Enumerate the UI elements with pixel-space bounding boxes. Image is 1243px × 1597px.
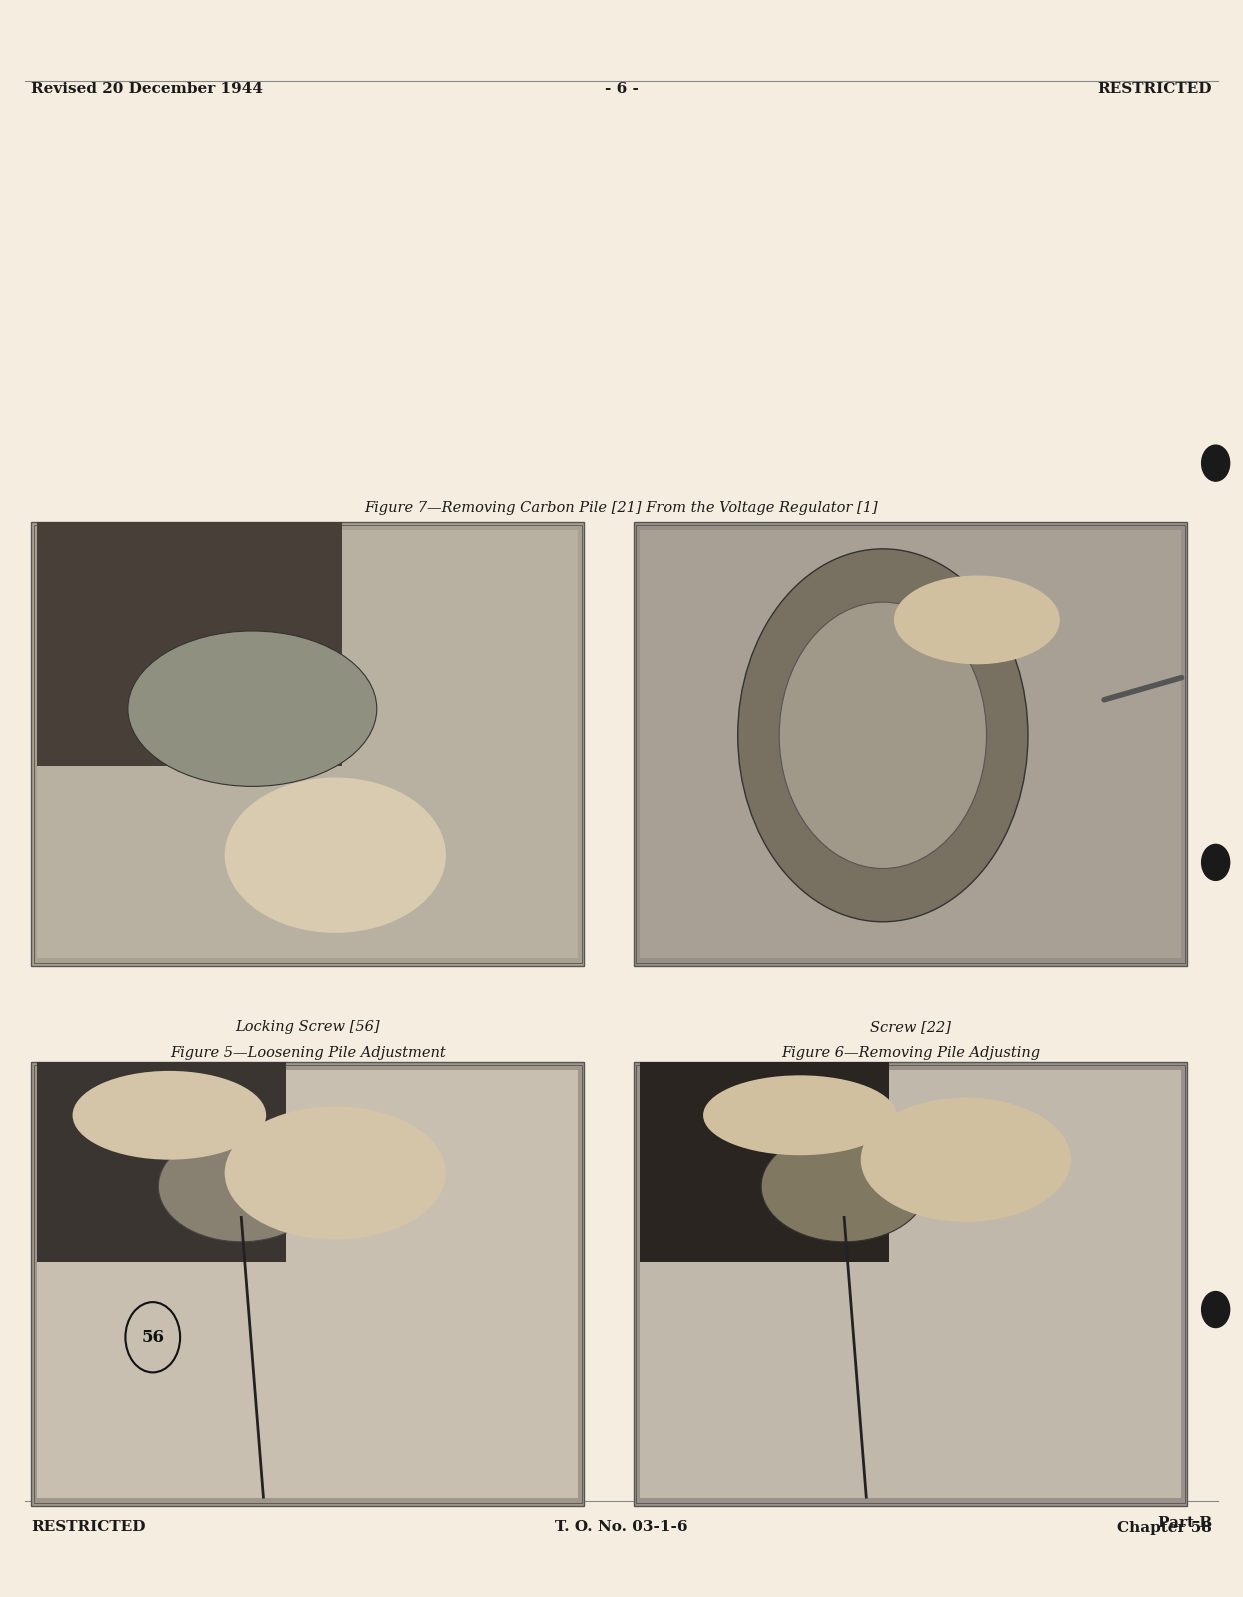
Text: Screw [22]: Screw [22] xyxy=(870,1020,951,1035)
Text: RESTRICTED: RESTRICTED xyxy=(31,1520,145,1533)
FancyBboxPatch shape xyxy=(31,1062,584,1506)
Ellipse shape xyxy=(72,1072,266,1159)
Ellipse shape xyxy=(225,778,446,933)
Ellipse shape xyxy=(761,1131,927,1242)
Text: Locking Screw [56]: Locking Screw [56] xyxy=(235,1020,380,1035)
Ellipse shape xyxy=(128,631,377,786)
Bar xyxy=(640,1062,889,1262)
Text: Figure 6—Removing Pile Adjusting: Figure 6—Removing Pile Adjusting xyxy=(781,1046,1040,1060)
Circle shape xyxy=(1202,446,1229,481)
Bar xyxy=(37,1062,286,1262)
Bar xyxy=(37,1070,578,1498)
Text: 56: 56 xyxy=(142,1329,164,1346)
Text: Revised 20 December 1944: Revised 20 December 1944 xyxy=(31,83,264,96)
Text: Figure 7—Removing Carbon Pile [21] From the Voltage Regulator [1]: Figure 7—Removing Carbon Pile [21] From … xyxy=(364,501,879,516)
Ellipse shape xyxy=(225,1107,446,1239)
Circle shape xyxy=(779,602,987,869)
Ellipse shape xyxy=(894,575,1060,664)
Text: T. O. No. 03-1-6: T. O. No. 03-1-6 xyxy=(556,1520,687,1533)
Text: - 6 -: - 6 - xyxy=(604,83,639,96)
FancyBboxPatch shape xyxy=(634,1062,1187,1506)
Text: Part B: Part B xyxy=(1157,1516,1212,1530)
Text: RESTRICTED: RESTRICTED xyxy=(1098,83,1212,96)
FancyBboxPatch shape xyxy=(31,522,584,966)
Text: Chapter 58: Chapter 58 xyxy=(1117,1520,1212,1535)
Bar xyxy=(640,530,1181,958)
Bar xyxy=(640,1070,1181,1498)
Ellipse shape xyxy=(704,1075,896,1155)
Bar xyxy=(37,522,342,767)
Circle shape xyxy=(1202,845,1229,880)
Ellipse shape xyxy=(860,1097,1071,1222)
Text: Figure 5—Loosening Pile Adjustment: Figure 5—Loosening Pile Adjustment xyxy=(170,1046,445,1060)
Bar xyxy=(37,530,578,958)
FancyBboxPatch shape xyxy=(634,522,1187,966)
Circle shape xyxy=(737,549,1028,921)
Circle shape xyxy=(1202,1292,1229,1327)
Ellipse shape xyxy=(158,1131,324,1242)
